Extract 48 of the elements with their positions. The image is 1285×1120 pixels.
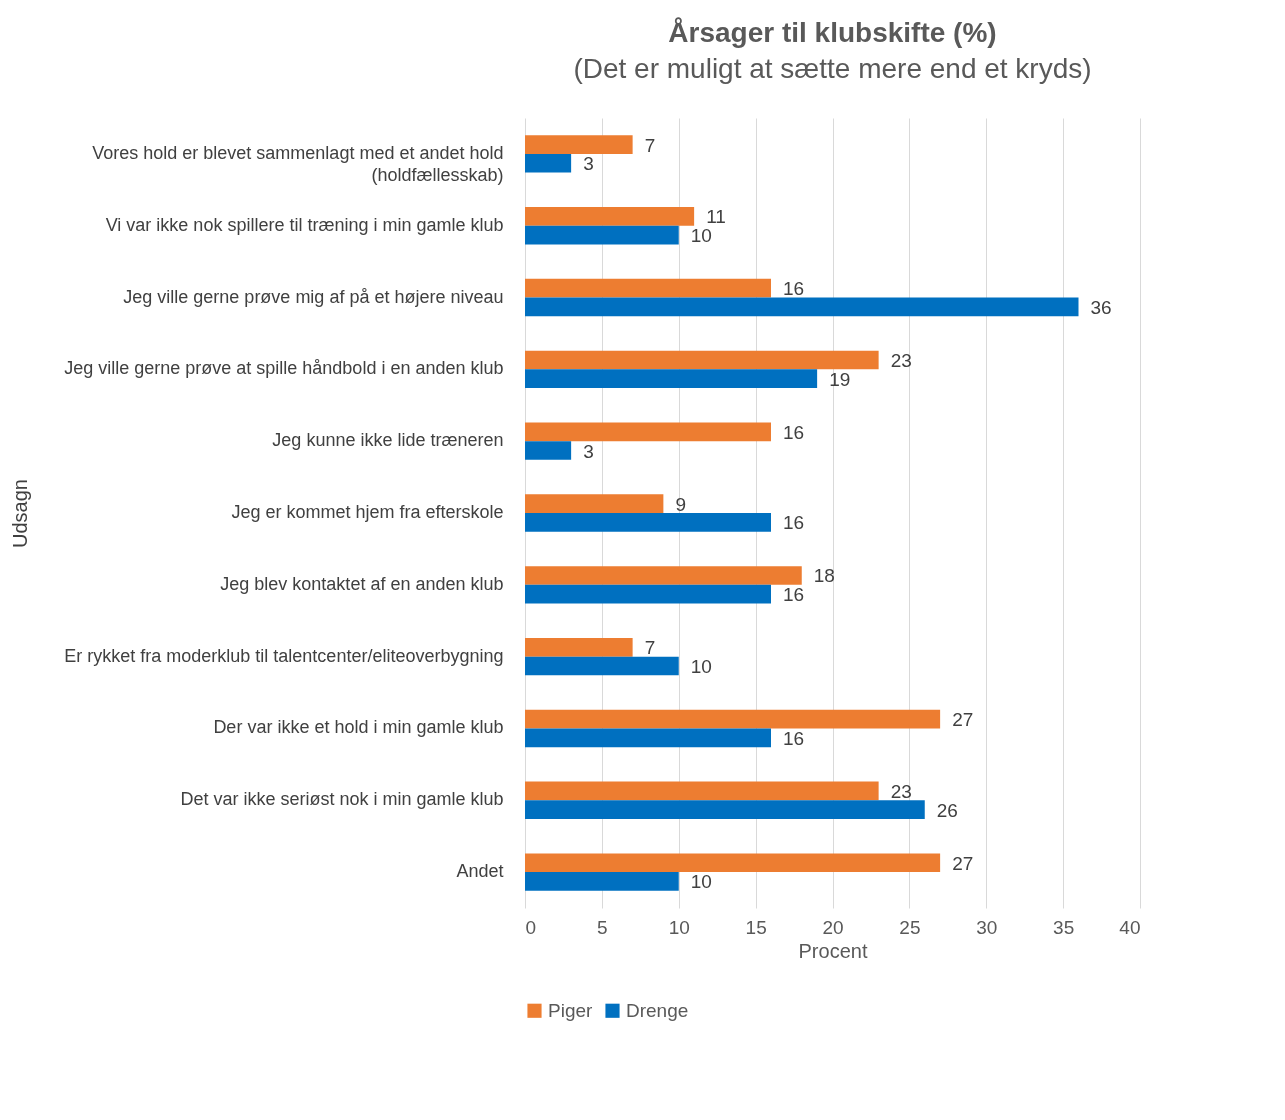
x-tick-label: 30 bbox=[976, 916, 998, 938]
y-tick-label: Er rykket fra moderklub til talentcenter/eliteoverbygning bbox=[64, 645, 504, 666]
legend-label: Drenge bbox=[626, 999, 689, 1021]
x-tick-label: 15 bbox=[745, 916, 767, 938]
data-label: 23 bbox=[890, 780, 912, 802]
x-tick-label: 0 bbox=[525, 916, 537, 938]
data-label: 3 bbox=[583, 440, 594, 462]
data-label: 10 bbox=[690, 655, 712, 677]
data-label: 7 bbox=[644, 637, 656, 659]
x-tick-label: 10 bbox=[668, 916, 690, 938]
y-tick-label: Andet bbox=[456, 861, 504, 882]
y-tick-label: Jeg er kommet hjem fra efterskole bbox=[231, 502, 504, 522]
chart-subtitle: (Det er muligt at sætte mere end et kryds) bbox=[573, 53, 1092, 84]
y-tick-label: Jeg blev kontaktet af en anden klub bbox=[220, 573, 504, 594]
x-axis-title: Procent bbox=[798, 939, 868, 962]
data-label: 36 bbox=[1090, 296, 1112, 318]
data-label: 3 bbox=[583, 153, 594, 175]
legend-label: Piger bbox=[548, 999, 594, 1021]
y-tick-label: Der var ikke et hold i min gamle klub bbox=[213, 717, 504, 738]
data-label: 27 bbox=[952, 852, 974, 874]
data-label: 10 bbox=[690, 871, 712, 893]
y-tick-label: Det var ikke seriøst nok i min gamle klub bbox=[180, 789, 504, 810]
data-label: 9 bbox=[675, 493, 686, 515]
chart-title: Årsager til klubskifte (%) bbox=[668, 17, 997, 48]
data-label: 11 bbox=[706, 206, 726, 228]
y-axis-title: Udsagn bbox=[8, 479, 31, 548]
y-tick-label: Jeg kunne ikke lide træneren bbox=[272, 430, 504, 451]
x-tick-label: 20 bbox=[822, 916, 844, 938]
y-tick-label: Jeg ville gerne prøve at spille håndbold i en anden klub bbox=[64, 358, 504, 379]
data-label: 16 bbox=[783, 421, 805, 443]
y-tick-label: Jeg ville gerne prøve mig af på et højere niveau bbox=[123, 286, 504, 307]
data-label: 19 bbox=[829, 368, 851, 390]
data-label: 26 bbox=[936, 799, 958, 821]
x-tick-label: 35 bbox=[1053, 916, 1075, 938]
data-label: 23 bbox=[890, 350, 912, 372]
data-label: 16 bbox=[783, 727, 805, 749]
data-label: 16 bbox=[783, 278, 805, 300]
y-tick-label: Vores hold er blevet sammenlagt med et andet hold (holdfællesskab) bbox=[92, 142, 504, 185]
data-label: 10 bbox=[690, 225, 712, 247]
x-tick-label: 25 bbox=[899, 916, 921, 938]
x-tick-label: 40 bbox=[1119, 916, 1141, 938]
data-label: 18 bbox=[813, 565, 835, 587]
data-label: 16 bbox=[783, 512, 805, 534]
x-tick-label: 5 bbox=[597, 916, 608, 938]
data-label: 16 bbox=[783, 584, 805, 606]
y-tick-label: Vi var ikke nok spillere til træning i min gamle klub bbox=[105, 214, 504, 235]
data-label: 27 bbox=[952, 709, 974, 731]
data-label: 7 bbox=[644, 134, 656, 156]
